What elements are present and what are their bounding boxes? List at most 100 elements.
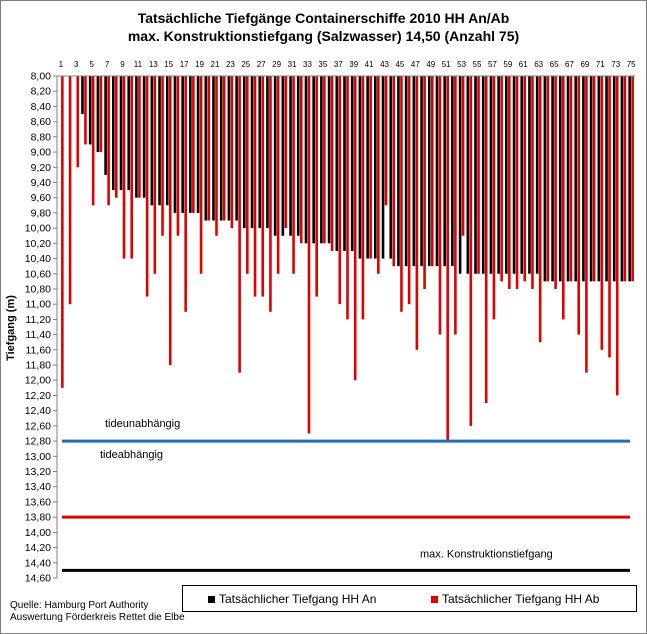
bar-ab-65 [554,76,557,289]
bar-an-63 [535,76,539,274]
legend-label-ab: Tatsächlicher Tiefgang HH Ab [442,592,600,606]
bar-an-48 [420,76,423,267]
bar-an-72 [605,76,608,282]
bar-an-33 [304,76,308,244]
bar-ab-60 [515,76,519,289]
bar-an-20 [204,76,208,221]
bar-ab-54 [469,76,473,426]
bar-an-17 [181,76,184,213]
bar-an-23 [227,76,231,221]
bar-an-29 [273,76,277,236]
bar-ab-22 [222,76,226,221]
y-tick-label: 10,60 [25,268,51,280]
bar-ab-59 [508,76,511,289]
bar-ab-34 [315,76,318,297]
bar-an-53 [458,76,462,274]
bar-an-45 [397,76,400,267]
bar-ab-39 [353,76,357,381]
bar-ab-33 [307,76,311,434]
x-tick-label: 45 [395,60,404,69]
bar-ab-16 [176,76,180,236]
x-tick-label: 17 [180,60,189,69]
bar-an-16 [173,76,177,213]
y-tick-label: 12,00 [25,375,51,387]
bar-an-66 [558,76,562,282]
bar-an-71 [597,76,601,282]
y-tick-label: 13,80 [25,512,51,524]
bar-an-44 [389,76,393,259]
bar-an-11 [135,76,138,198]
bar-an-7 [104,76,107,175]
bar-ab-72 [608,76,611,358]
y-tick-label: 11,80 [26,360,52,372]
bar-an-18 [189,76,192,213]
y-tick-label: 8,20 [31,86,52,98]
x-tick-label: 7 [105,60,110,69]
bar-an-28 [266,76,269,229]
bar-ab-24 [238,76,241,373]
bar-ab-48 [423,76,426,289]
x-tick-label: 73 [611,60,620,69]
y-tick-label: 13,60 [25,496,51,508]
bar-ab-44 [392,76,396,267]
bar-ab-49 [430,76,434,267]
bar-ab-31 [292,76,295,274]
legend-swatch-ab [431,595,438,603]
y-tick-label: 9,00 [31,147,52,159]
bar-an-58 [497,76,500,274]
x-tick-label: 35 [318,60,327,69]
bar-ab-73 [615,76,619,396]
x-tick-label: 1 [59,60,64,69]
x-tick-label: 9 [120,60,125,69]
bar-an-25 [243,76,246,229]
bar-ab-38 [346,76,349,320]
bar-an-10 [127,76,131,191]
reference-label-3: max. Konstruktionstiefgang [420,548,553,560]
x-tick-label: 5 [89,60,94,69]
bar-ab-46 [407,76,411,305]
bar-an-12 [142,76,146,198]
x-tick-label: 21 [211,60,220,69]
x-tick-label: 49 [426,60,435,69]
reference-label-2: tideabhängig [100,449,163,461]
x-tick-label: 33 [303,60,312,69]
bar-an-37 [335,76,339,251]
bar-an-24 [235,76,238,221]
bar-an-73 [612,76,616,282]
bar-ab-1 [61,76,64,388]
y-tick-label: 11,60 [26,344,52,356]
y-tick-label: 9,60 [31,192,52,204]
x-tick-label: 65 [550,60,559,69]
y-tick-label: 12,60 [25,420,51,432]
bar-ab-41 [369,76,372,259]
bar-an-38 [343,76,346,251]
bar-an-32 [296,76,300,236]
bar-ab-50 [438,76,442,335]
y-tick-label: 14,00 [25,527,51,539]
bar-an-30 [281,76,285,236]
y-tick-label: 12,40 [25,405,51,417]
bar-ab-28 [269,76,272,312]
bar-ab-57 [492,76,496,320]
bar-an-22 [219,76,223,221]
bar-an-21 [212,76,215,221]
reference-lines-group: tideunabhängig tideabhängig max. Konstrukt… [62,418,630,572]
x-tick-label: 27 [257,60,266,69]
y-tick-label: 13,20 [25,466,51,478]
y-tick-label: 9,20 [31,162,52,174]
bar-ab-68 [577,76,580,335]
bar-an-14 [158,76,161,206]
bar-an-40 [358,76,362,259]
bars-group [61,76,634,442]
y-tick-label: 13,00 [25,451,51,463]
bar-an-6 [96,76,100,153]
bar-ab-56 [484,76,488,404]
bar-an-65 [551,76,554,282]
source-note: Quelle: Hamburg Port Authority Auswertun… [10,600,185,624]
bar-ab-29 [276,76,280,274]
bar-ab-12 [145,76,149,297]
bar-ab-30 [284,76,288,229]
x-tick-label: 75 [627,60,636,69]
bar-ab-18 [192,76,195,213]
bar-ab-42 [377,76,380,274]
